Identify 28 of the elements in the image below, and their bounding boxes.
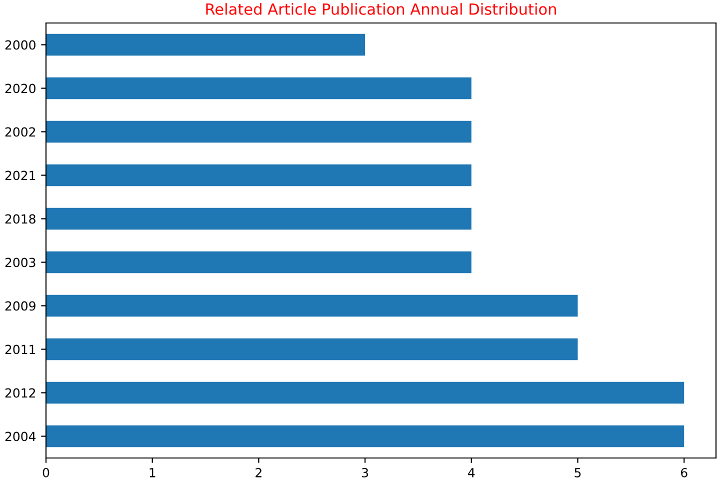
bar: [46, 382, 684, 404]
bar: [46, 34, 366, 56]
bar: [46, 120, 472, 143]
y-tick-label: 2009: [5, 301, 36, 311]
x-tick-label: 1: [150, 468, 156, 478]
y-tick-label: 2012: [5, 388, 36, 398]
bar: [46, 425, 684, 448]
x-tick-label: 2: [256, 468, 262, 478]
x-tick-label: 5: [574, 468, 581, 478]
bar: [46, 338, 578, 360]
x-tick-label: 4: [468, 468, 475, 478]
y-tick-label: 2021: [5, 170, 36, 180]
bar: [46, 208, 472, 230]
y-tick-label: 2004: [5, 432, 36, 442]
y-tick-label: 2020: [5, 84, 36, 94]
bar: [46, 294, 578, 317]
y-tick-label: 2002: [5, 127, 36, 137]
bar: [46, 77, 472, 100]
y-tick-label: 2003: [5, 258, 36, 268]
chart-title: Related Article Publication Annual Distribution: [206, 3, 556, 15]
y-tick-label: 2000: [5, 40, 36, 50]
bar: [46, 164, 472, 186]
x-tick-label: 0: [42, 468, 50, 478]
y-tick-label: 2011: [5, 344, 36, 354]
x-tick-label: 3: [362, 468, 368, 478]
bar: [46, 251, 472, 274]
y-tick-label: 2018: [5, 214, 36, 224]
x-tick-label: 6: [680, 468, 688, 478]
